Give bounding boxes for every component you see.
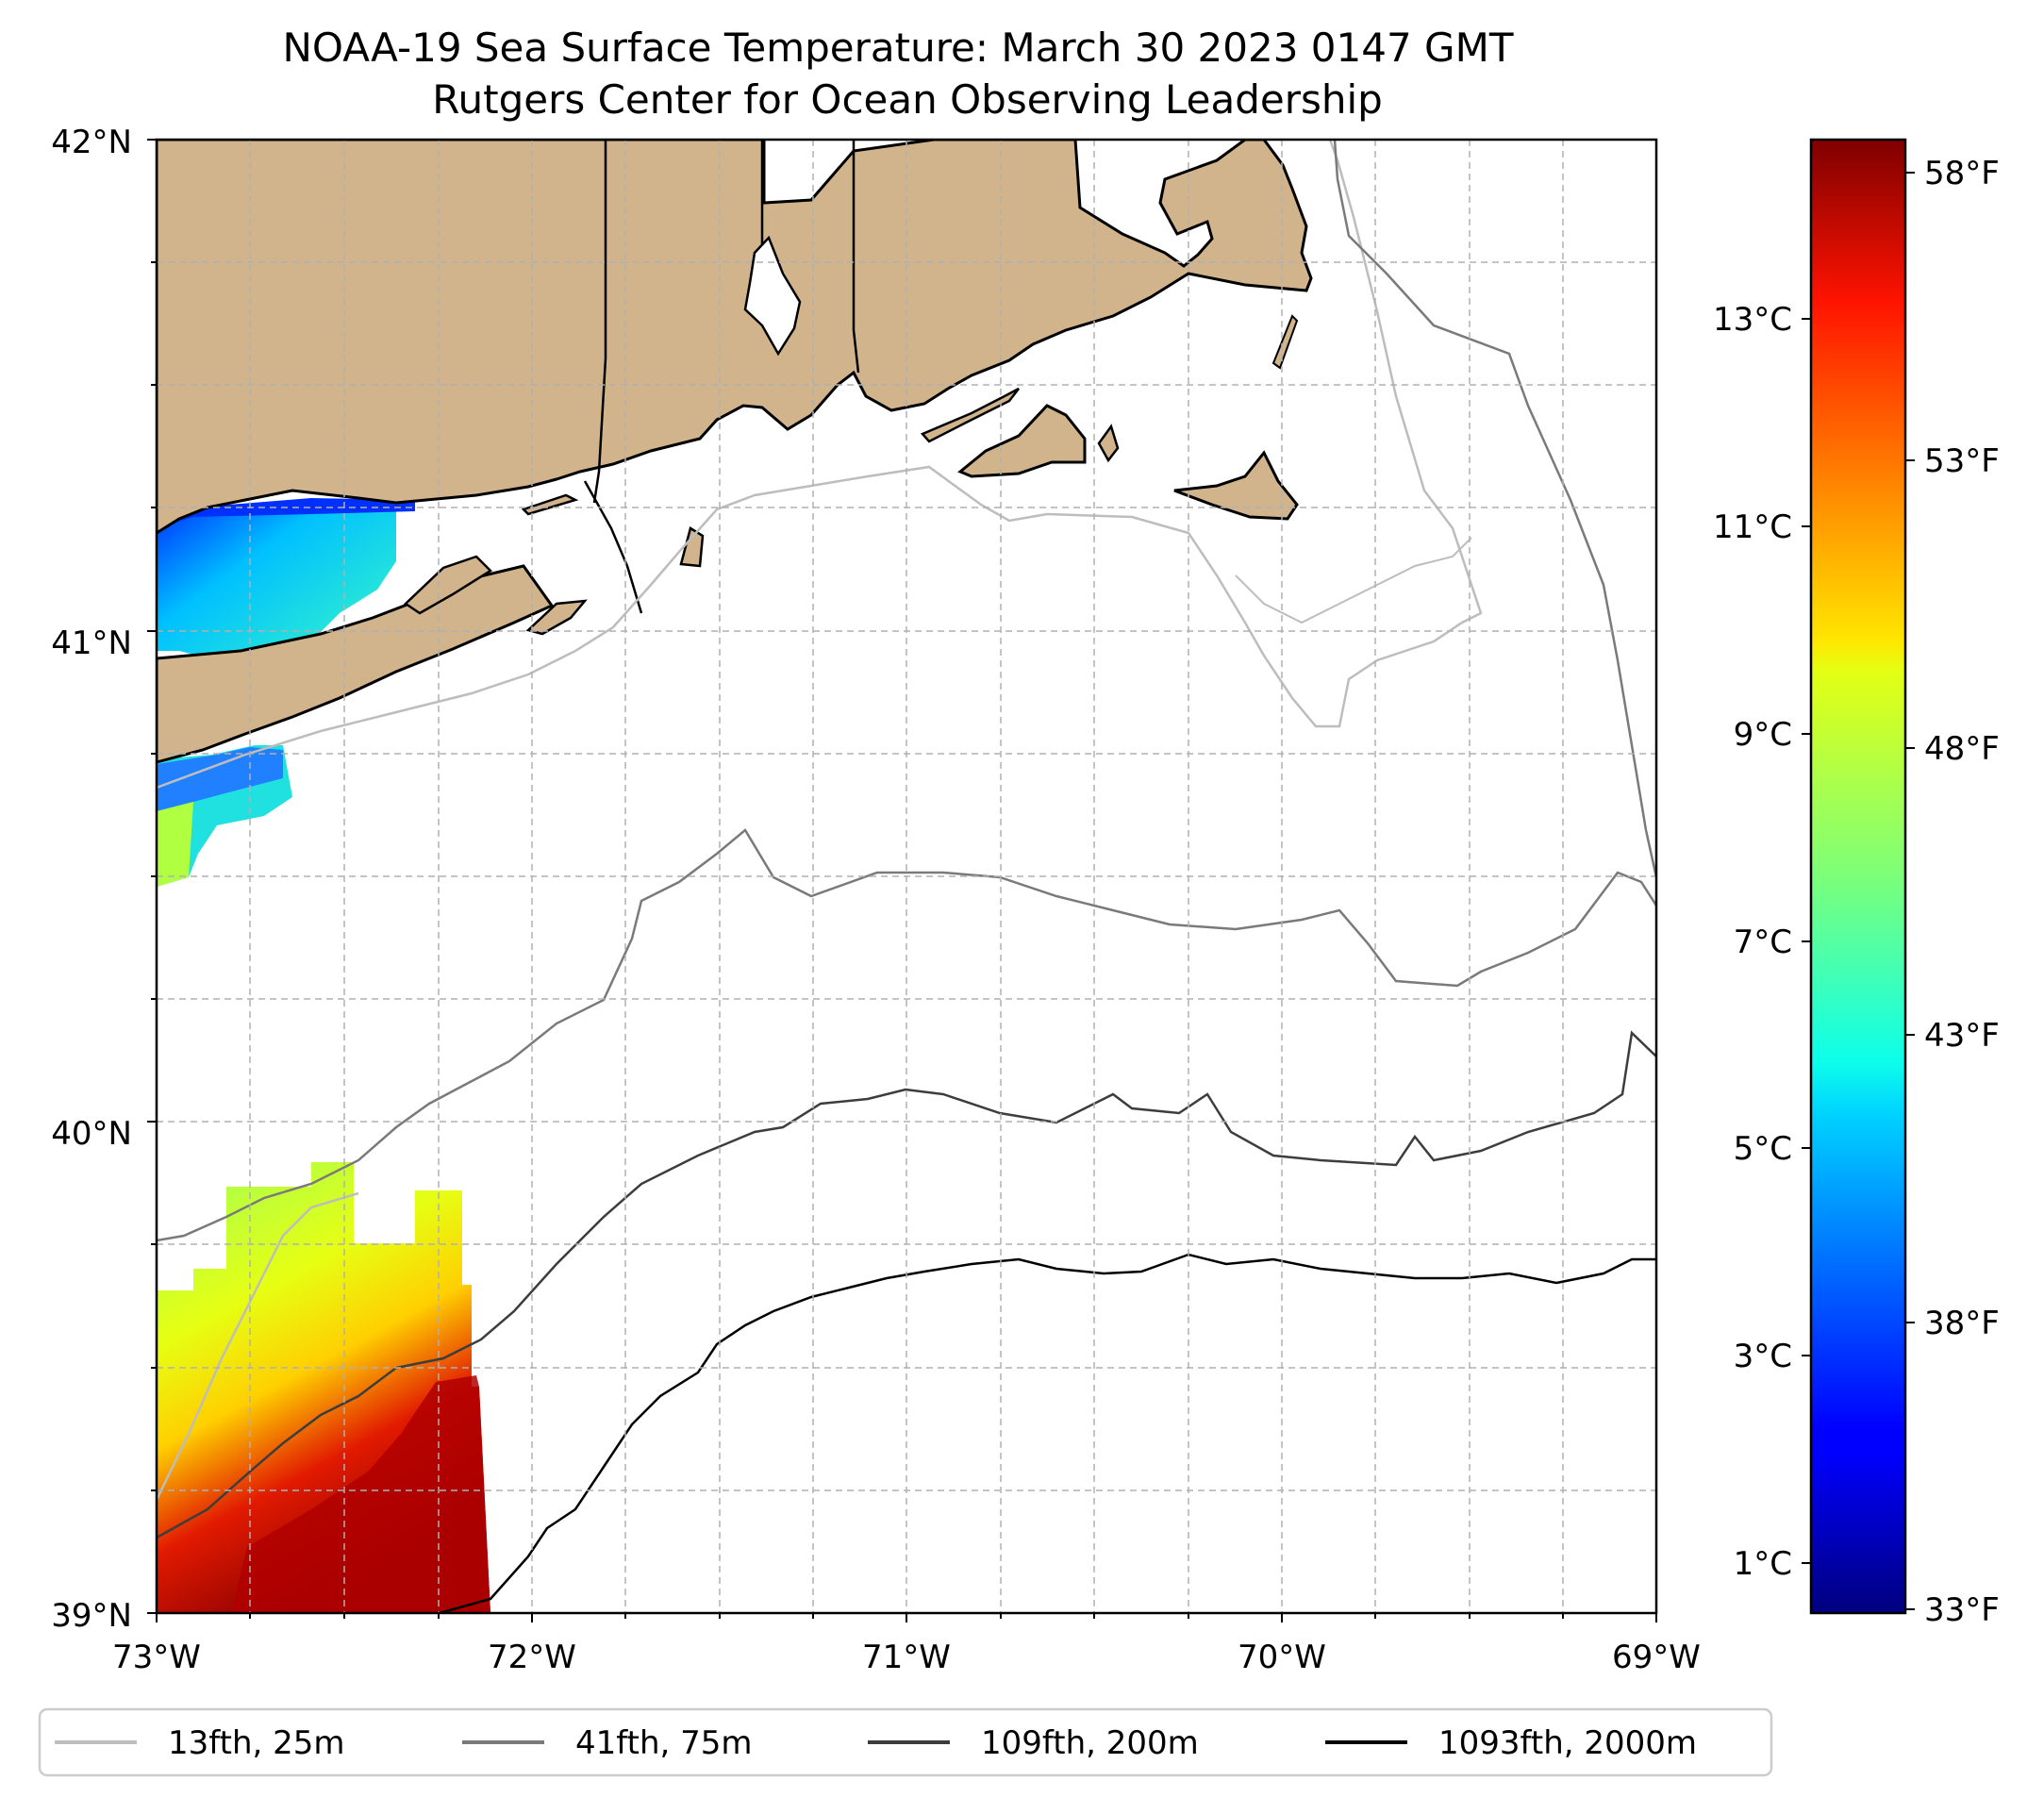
colorbar-gradient: [1809, 138, 1907, 1615]
block-island: [679, 526, 705, 568]
colorbar: 13°C 11°C 9°C 7°C 5°C 3°C 1°C 58°F 53°F …: [1713, 138, 2000, 1629]
gridlines: [157, 140, 1656, 1613]
lat-label-41: 41°N: [51, 624, 132, 662]
lon-label-73: 73°W: [112, 1639, 201, 1676]
contour-25m-shoals: [1235, 537, 1472, 624]
colorbar-c-label-5: 5°C: [1734, 1130, 1792, 1168]
sst-data-layer: [157, 498, 490, 1613]
colorbar-c-label-9: 9°C: [1734, 716, 1792, 754]
li-north-fork: [404, 555, 492, 615]
colorbar-f-label-53: 53°F: [1924, 442, 2000, 480]
colorbar-ticks: [1802, 172, 1915, 1610]
fishers-island: [521, 493, 579, 516]
legend-label-25m: 13fth, 25m: [168, 1724, 345, 1762]
colorbar-c-label-13: 13°C: [1713, 301, 1792, 339]
sst-patch-west-green: [157, 802, 193, 887]
chappaquiddick: [1097, 424, 1120, 463]
sst-patch-north: [157, 505, 396, 679]
contour-25m: [157, 140, 1483, 790]
colorbar-c-label-7: 7°C: [1734, 923, 1792, 961]
sst-patch-south-warm: [231, 1375, 490, 1613]
axis-ticks: [147, 139, 1657, 1622]
contour-75m: [157, 140, 1656, 1242]
chart-title-line2: Rutgers Center for Ocean Observing Leade…: [432, 76, 1383, 123]
map-plot-area: [157, 140, 1656, 1613]
nantucket: [1173, 450, 1299, 521]
colorbar-c-label-1: 1°C: [1734, 1545, 1792, 1583]
chart-title-line1: NOAA-19 Sea Surface Temperature: March 3…: [283, 25, 1514, 71]
elizabeth-islands: [920, 387, 1020, 443]
lat-label-40: 40°N: [51, 1115, 132, 1153]
colorbar-f-label-38: 38°F: [1924, 1305, 2000, 1342]
lon-label-70: 70°W: [1238, 1639, 1326, 1676]
colorbar-f-label-33: 33°F: [1924, 1591, 2000, 1629]
marthas-vineyard: [957, 404, 1087, 478]
lat-label-42: 42°N: [51, 124, 132, 161]
colorbar-f-label-43: 43°F: [1924, 1017, 2000, 1055]
colorbar-f-label-58: 58°F: [1924, 155, 2000, 192]
contour-200m: [157, 1030, 1656, 1539]
sst-patch-west-blue: [157, 747, 283, 811]
legend-label-75m: 41fth, 75m: [575, 1724, 753, 1762]
long-island: [157, 564, 555, 764]
colorbar-c-label-3: 3°C: [1734, 1338, 1792, 1375]
monomoy: [1271, 314, 1299, 370]
lon-label-72: 72°W: [488, 1639, 576, 1676]
bathymetry-contours: [157, 140, 1656, 1613]
legend-label-200m: 109fth, 200m: [981, 1724, 1199, 1762]
li-south-fork: [525, 599, 588, 636]
colorbar-c-label-11: 11°C: [1713, 508, 1792, 546]
state-borders: [583, 140, 860, 614]
land-layer: [157, 140, 1313, 764]
lon-label-69: 69°W: [1612, 1639, 1701, 1676]
contour-25m-south: [157, 1191, 359, 1501]
colorbar-f-label-48: 48°F: [1924, 730, 2000, 768]
legend: 13fth, 25m 41fth, 75m 109fth, 200m 1093f…: [38, 1707, 1773, 1777]
lon-label-71: 71°W: [862, 1639, 951, 1676]
new-england-mainland: [157, 140, 1313, 535]
lat-label-39: 39°N: [51, 1597, 132, 1635]
narragansett-bay-water: [743, 235, 802, 357]
legend-label-2000m: 1093fth, 2000m: [1438, 1724, 1697, 1762]
contour-2000m: [439, 1253, 1656, 1613]
